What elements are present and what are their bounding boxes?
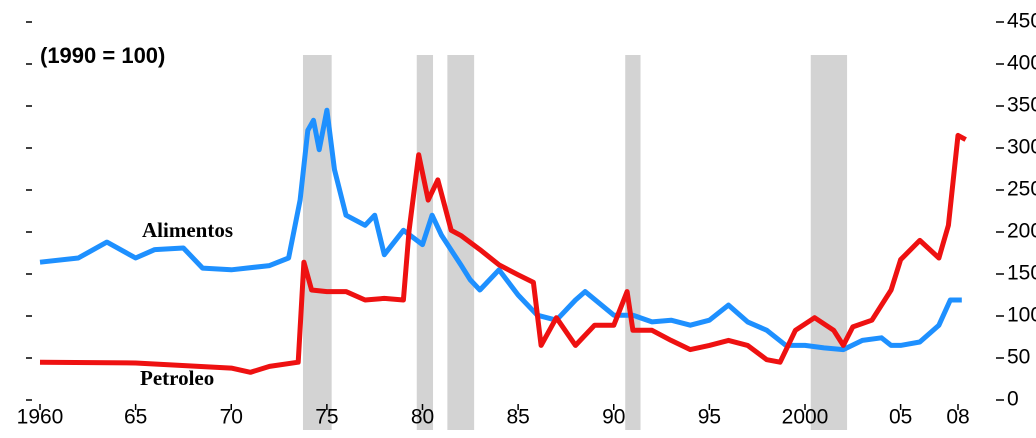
- y-tick-label: 250: [1007, 178, 1036, 201]
- x-tick-label: 95: [698, 406, 721, 429]
- x-tick-label: 05: [889, 406, 912, 429]
- y-tick-label: 0: [1007, 388, 1019, 411]
- x-tick-label: 85: [506, 406, 529, 429]
- x-tick-label: 1960: [17, 406, 64, 429]
- y-tick-label: 350: [1007, 94, 1036, 117]
- y-tick-label: 400: [1007, 52, 1036, 75]
- series-line: [39, 107, 962, 353]
- x-tick-label: 90: [602, 406, 625, 429]
- recession-bands: [302, 55, 848, 430]
- y-tick-label: 100: [1007, 304, 1036, 327]
- x-tick-label: 70: [220, 406, 243, 429]
- series-label: Alimentos: [142, 218, 233, 242]
- series-line: [39, 132, 967, 375]
- y-tick-label: 150: [1007, 262, 1036, 285]
- y-tick-label: 300: [1007, 136, 1036, 159]
- x-tick-label: 08: [946, 406, 969, 429]
- x-tick-label: 65: [124, 406, 147, 429]
- y-tick-label: 200: [1007, 220, 1036, 243]
- y-tick-label: 50: [1007, 346, 1030, 369]
- series-label: Petroleo: [140, 366, 214, 390]
- y-tick-label: 450: [1007, 10, 1036, 33]
- recession-band: [625, 55, 641, 430]
- x-tick-label: 80: [411, 406, 434, 429]
- annotation: (1990 = 100): [40, 43, 165, 68]
- recession-band: [810, 55, 848, 430]
- x-tick-label: 2000: [782, 406, 829, 429]
- x-tick-label: 75: [315, 406, 338, 429]
